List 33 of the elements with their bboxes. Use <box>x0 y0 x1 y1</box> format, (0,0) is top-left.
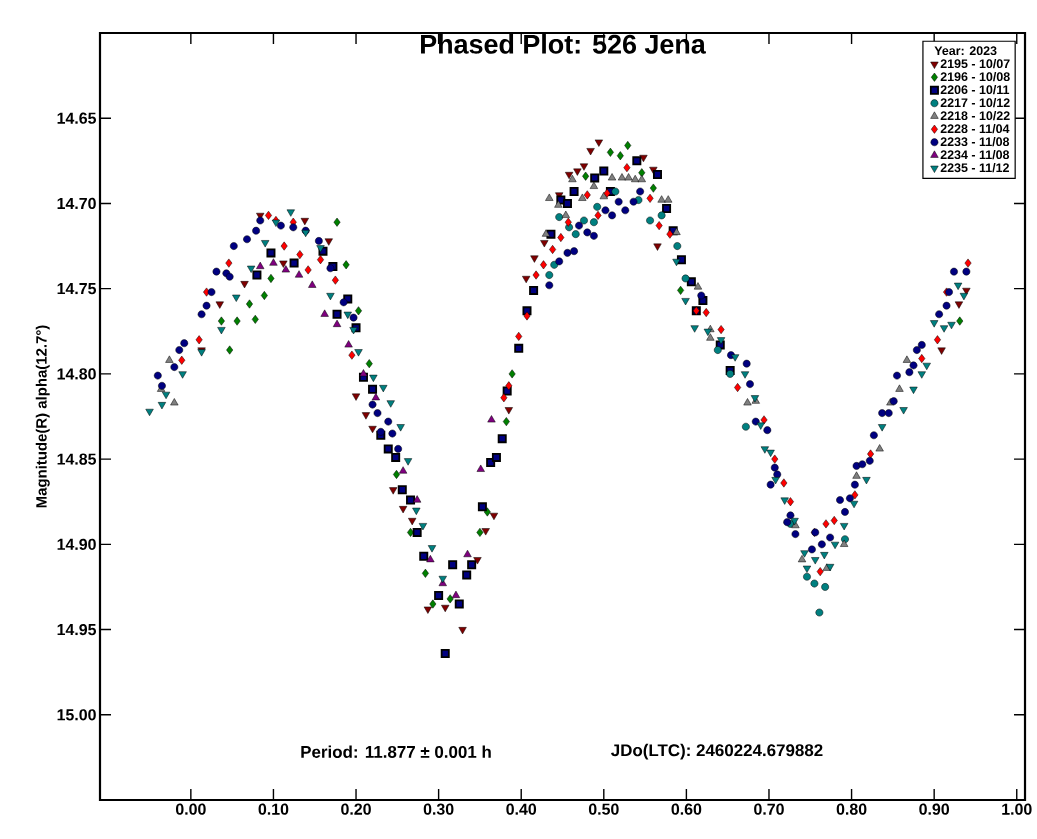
x-tick-label: 1.00 <box>1002 803 1032 815</box>
y-tick-label: 15.00 <box>57 709 96 721</box>
annotation: JDo(LTC): 2460224.679882 <box>611 743 823 760</box>
x-tick-label: 0.90 <box>919 803 950 815</box>
legend-label: 2206 - 10/11 <box>940 84 1010 95</box>
legend-title: Year: 2023 <box>934 46 997 56</box>
x-tick-label: 0.10 <box>258 803 289 815</box>
x-tick-label: 0.30 <box>423 803 454 815</box>
y-tick-label: 14.65 <box>57 112 97 124</box>
y-tick-label: 14.95 <box>57 623 97 636</box>
x-tick-label: 0.00 <box>175 803 206 815</box>
y-tick-label: 14.85 <box>57 453 97 465</box>
y-tick-label: 14.70 <box>57 197 96 210</box>
chart-title: Phased Plot: 526 Jena <box>421 34 706 54</box>
x-tick-label: 0.40 <box>506 803 537 815</box>
x-tick-label: 0.80 <box>836 803 867 815</box>
legend-label: 2218 - 10/22 <box>940 110 1010 121</box>
y-tick-label: 14.75 <box>57 283 97 295</box>
y-tick-label: 14.90 <box>57 538 96 550</box>
x-tick-label: 0.60 <box>671 803 702 815</box>
legend-label: 2233 - 11/08 <box>940 136 1010 147</box>
legend-label: 2235 - 11/12 <box>940 162 1009 173</box>
legend-label: 2228 - 11/04 <box>940 123 1010 134</box>
legend-label: 2196 - 10/08 <box>940 71 1010 82</box>
legend-label: 2195 - 10/07 <box>940 58 1010 69</box>
x-tick-label: 0.70 <box>754 803 784 815</box>
y-axis-title: Magnitude(R) alpha(12.7°) <box>35 325 50 508</box>
legend-label: 2234 - 11/08 <box>940 149 1010 160</box>
y-tick-label: 14.80 <box>57 368 96 380</box>
x-tick-label: 0.20 <box>341 803 371 815</box>
annotation: Period: 11.877 ± 0.001 h <box>301 745 491 758</box>
legend-label: 2217 - 10/12 <box>940 97 1010 108</box>
x-tick-label: 0.50 <box>588 803 619 815</box>
